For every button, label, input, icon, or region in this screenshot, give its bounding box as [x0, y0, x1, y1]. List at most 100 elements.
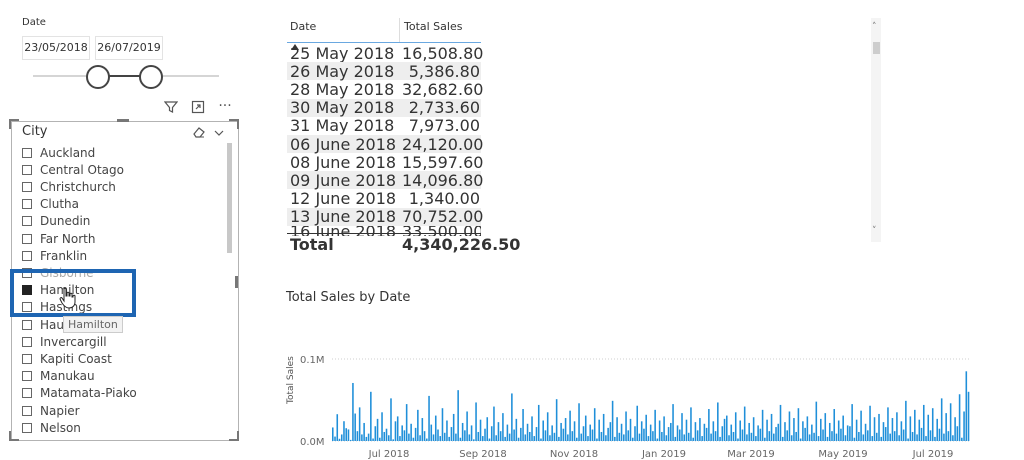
bar[interactable]	[898, 435, 900, 441]
bar[interactable]	[797, 408, 800, 441]
bar[interactable]	[499, 431, 502, 441]
bar[interactable]	[804, 427, 806, 441]
city-checkbox[interactable]	[22, 285, 32, 296]
bar[interactable]	[846, 425, 849, 441]
bar[interactable]	[739, 420, 741, 442]
bar[interactable]	[766, 419, 768, 441]
city-checkbox[interactable]	[22, 199, 32, 210]
bar[interactable]	[652, 431, 654, 441]
bar[interactable]	[477, 431, 480, 441]
bar[interactable]	[795, 431, 797, 441]
bar[interactable]	[678, 429, 681, 441]
bar[interactable]	[468, 434, 471, 441]
city-item[interactable]: Nelson	[22, 419, 81, 436]
bar[interactable]	[584, 415, 587, 441]
end-date-input[interactable]: 26/07/2019	[95, 36, 163, 60]
bar[interactable]	[690, 407, 692, 441]
table-row[interactable]: 06 June 2018 24,120.00	[287, 135, 483, 154]
bar[interactable]	[952, 435, 954, 441]
bar[interactable]	[820, 418, 822, 441]
more-options-icon[interactable]: ···	[218, 98, 232, 114]
bar[interactable]	[596, 438, 598, 441]
bar[interactable]	[896, 412, 898, 441]
bar[interactable]	[571, 431, 574, 441]
bar[interactable]	[488, 438, 491, 441]
bar[interactable]	[656, 438, 659, 441]
bar[interactable]	[497, 422, 500, 441]
bar[interactable]	[486, 417, 489, 441]
bar[interactable]	[394, 421, 397, 441]
bar[interactable]	[412, 437, 415, 441]
bar[interactable]	[352, 382, 354, 441]
bar[interactable]	[855, 419, 858, 441]
bar[interactable]	[940, 398, 943, 441]
bar[interactable]	[887, 407, 889, 441]
bar[interactable]	[466, 411, 468, 441]
bar[interactable]	[871, 436, 874, 441]
bar[interactable]	[837, 420, 840, 442]
city-item[interactable]: Christchurch	[22, 178, 116, 195]
bar[interactable]	[533, 436, 536, 441]
bar[interactable]	[379, 437, 381, 441]
city-checkbox[interactable]	[22, 181, 32, 192]
focus-mode-icon[interactable]	[189, 100, 207, 118]
table-row[interactable]: 30 May 2018 2,733.60	[287, 98, 481, 117]
city-checkbox[interactable]	[22, 336, 32, 347]
city-checkbox[interactable]	[22, 353, 32, 364]
bar[interactable]	[591, 429, 594, 441]
city-item[interactable]: Auckland	[22, 144, 95, 161]
bar[interactable]	[880, 436, 883, 441]
slider-end-handle[interactable]	[139, 65, 163, 89]
bar[interactable]	[542, 420, 544, 442]
bar[interactable]	[332, 427, 334, 441]
bar[interactable]	[694, 422, 697, 441]
bar[interactable]	[658, 420, 661, 442]
bar[interactable]	[363, 422, 365, 441]
bar[interactable]	[392, 439, 395, 441]
bar[interactable]	[506, 424, 509, 441]
bar[interactable]	[338, 438, 341, 441]
bar[interactable]	[414, 427, 417, 441]
bar[interactable]	[784, 422, 786, 441]
bar[interactable]	[878, 413, 880, 441]
bar[interactable]	[938, 428, 941, 441]
bar[interactable]	[914, 409, 916, 441]
bar[interactable]	[927, 414, 930, 441]
city-item[interactable]: Clutha	[22, 196, 79, 213]
bar[interactable]	[759, 428, 762, 441]
bar[interactable]	[725, 415, 728, 441]
bar[interactable]	[611, 400, 614, 441]
bar[interactable]	[826, 436, 829, 441]
bar[interactable]	[600, 431, 603, 441]
bar[interactable]	[374, 426, 377, 441]
bar[interactable]	[761, 409, 764, 441]
bar[interactable]	[786, 430, 789, 441]
city-checkbox[interactable]	[22, 302, 32, 313]
bar[interactable]	[770, 413, 773, 441]
bar[interactable]	[703, 423, 706, 441]
bar[interactable]	[808, 434, 811, 441]
bar[interactable]	[954, 417, 956, 441]
bar[interactable]	[636, 405, 639, 441]
bar[interactable]	[450, 427, 453, 441]
bar[interactable]	[470, 425, 473, 441]
bar[interactable]	[580, 433, 583, 441]
bar[interactable]	[544, 430, 547, 441]
bar[interactable]	[421, 418, 424, 441]
city-list-scrollbar[interactable]	[227, 143, 232, 253]
bar[interactable]	[891, 418, 894, 441]
bar[interactable]	[665, 435, 668, 441]
bar[interactable]	[625, 411, 627, 441]
bar[interactable]	[524, 434, 527, 441]
bar[interactable]	[629, 418, 632, 441]
bar[interactable]	[732, 431, 735, 441]
bar[interactable]	[614, 436, 616, 441]
bar[interactable]	[443, 432, 446, 441]
bar[interactable]	[748, 422, 750, 441]
bar[interactable]	[452, 413, 455, 441]
bar[interactable]	[513, 429, 515, 441]
bar[interactable]	[746, 434, 748, 441]
bar[interactable]	[873, 417, 876, 441]
sort-ascending-icon[interactable]	[291, 35, 299, 54]
bar[interactable]	[546, 412, 549, 441]
